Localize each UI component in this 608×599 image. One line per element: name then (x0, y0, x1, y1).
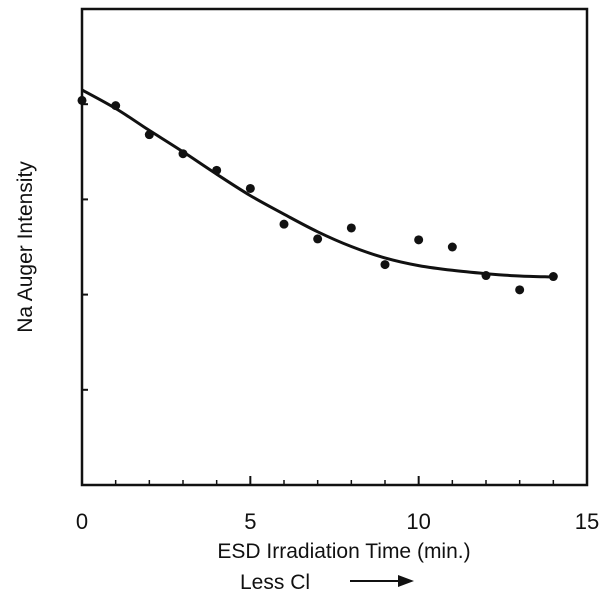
data-point (414, 235, 424, 245)
data-point (245, 183, 255, 193)
data-points (77, 95, 558, 295)
data-point (77, 95, 87, 105)
x-tick-label: 0 (76, 509, 88, 534)
data-point (178, 149, 188, 159)
data-point (212, 165, 222, 175)
arrow-right-icon (350, 575, 414, 587)
data-point (346, 223, 356, 233)
data-point (548, 272, 558, 282)
y-axis-label: Na Auger Intensity (14, 161, 37, 333)
data-point (380, 260, 390, 270)
data-point (313, 234, 323, 244)
x-tick-label: 5 (244, 509, 256, 534)
x-tick-label: 10 (406, 509, 430, 534)
data-point (111, 101, 121, 111)
data-point (279, 219, 289, 229)
data-point (481, 271, 491, 281)
x-ticks (114, 476, 555, 485)
x-axis-label: ESD Irradiation Time (min.) (217, 540, 470, 563)
data-point (447, 242, 457, 252)
data-point (515, 285, 525, 295)
x-tick-label: 15 (575, 509, 599, 534)
fit-curve (81, 88, 554, 279)
annotation-text: Less Cl (240, 571, 310, 594)
plot-frame (80, 7, 589, 487)
y-ticks (82, 103, 88, 391)
data-point (144, 130, 154, 140)
x-tick-labels: 0 5 10 15 (76, 509, 599, 534)
